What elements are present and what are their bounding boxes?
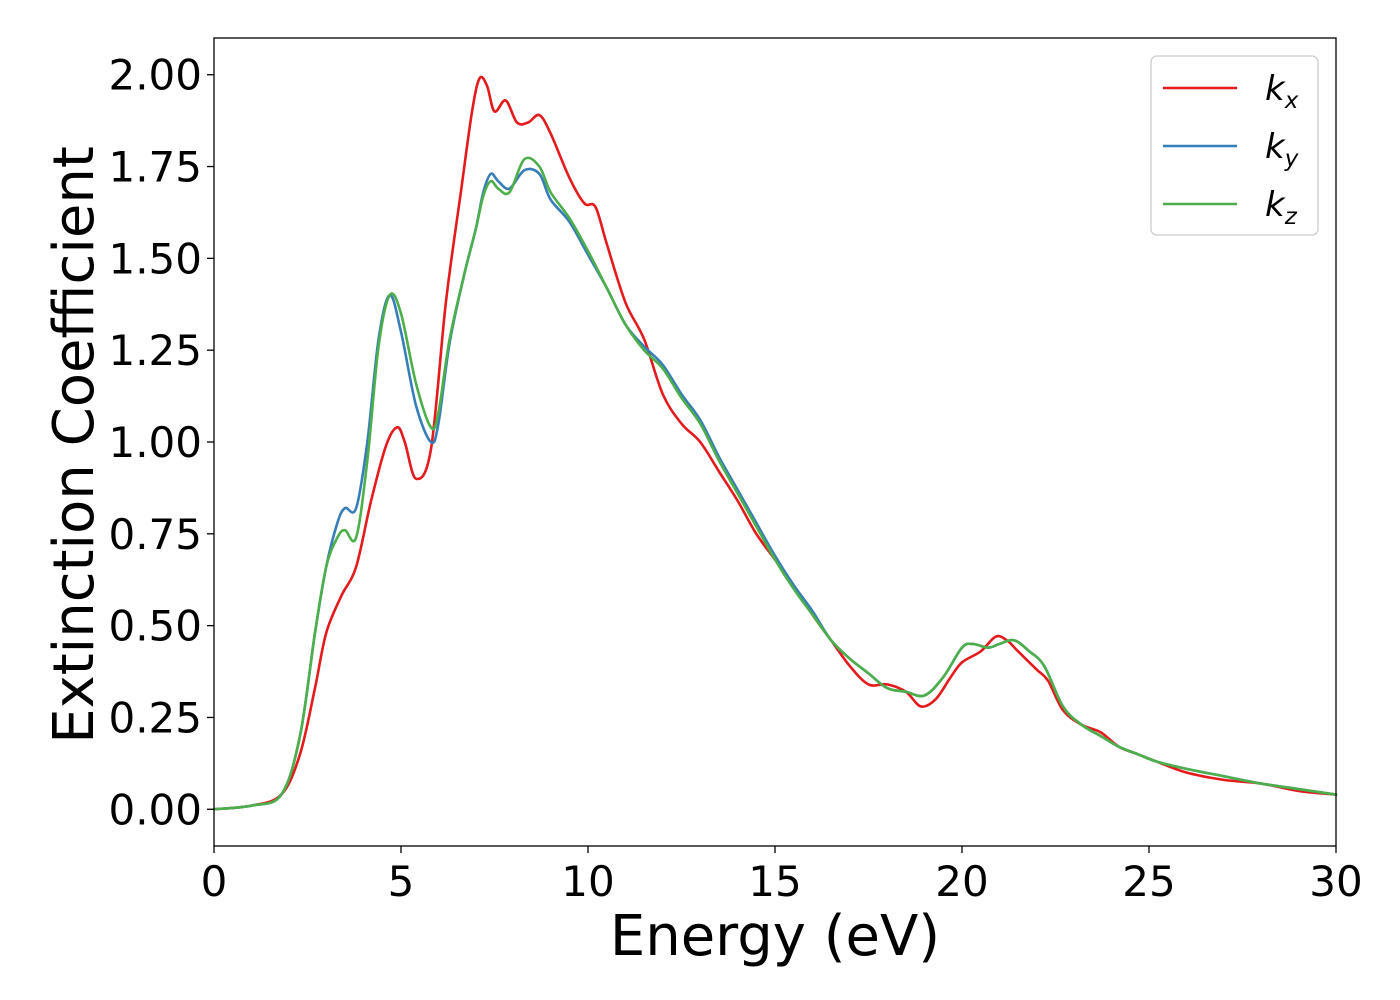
y-tick-label: 2.00 — [108, 51, 202, 100]
legend-label-main: k — [1265, 127, 1286, 167]
y-tick-label: 0.50 — [108, 602, 202, 651]
legend-label-subscript: y — [1284, 146, 1299, 172]
x-tick-label: 5 — [388, 857, 415, 906]
x-axis: 0 5 10 15 20 25 30 — [201, 846, 1363, 906]
legend-label-ky: ky — [1265, 127, 1299, 172]
y-tick-label: 0.75 — [108, 510, 202, 559]
series-line-kz — [212, 156, 1338, 811]
series-line-kx — [212, 75, 1338, 811]
x-tick-label: 25 — [1122, 857, 1175, 906]
y-tick-label: 1.75 — [108, 143, 202, 192]
legend-label-kz: kz — [1265, 185, 1298, 230]
legend-label-main: k — [1265, 185, 1286, 225]
y-tick-label: 1.00 — [108, 418, 202, 467]
x-tick-label: 20 — [935, 857, 988, 906]
y-tick-label: 1.25 — [108, 326, 202, 375]
x-tick-label: 30 — [1309, 857, 1362, 906]
y-tick-label: 0.00 — [108, 785, 202, 834]
y-tick-label: 0.25 — [108, 693, 202, 742]
x-tick-label: 0 — [201, 857, 228, 906]
series-layer — [212, 75, 1338, 811]
legend-label-kx: kx — [1265, 69, 1299, 114]
y-tick-label: 1.50 — [108, 234, 202, 283]
legend-label-subscript: x — [1284, 88, 1299, 114]
x-tick-label: 10 — [561, 857, 614, 906]
x-tick-label: 15 — [748, 857, 801, 906]
x-axis-label: Energy (eV) — [610, 904, 940, 969]
legend-label-main: k — [1265, 69, 1286, 109]
legend-label-subscript: z — [1284, 204, 1298, 230]
y-axis-label: Extinction Coefficient — [42, 146, 107, 744]
y-axis: 0.00 0.25 0.50 0.75 1.00 1.25 1.50 1.75 2.00 — [108, 51, 214, 834]
